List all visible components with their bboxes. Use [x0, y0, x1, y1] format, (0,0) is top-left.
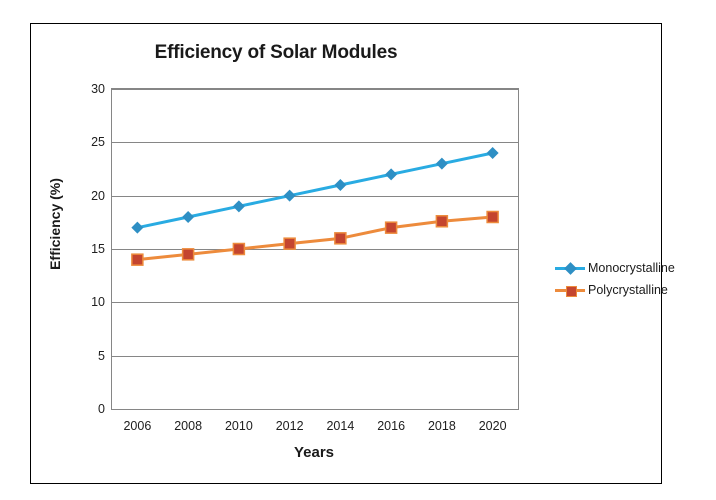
- data-point-marker: [486, 147, 499, 159]
- data-point-marker: [385, 168, 398, 181]
- chart-frame: Efficiency of Solar Modules Efficiency (…: [30, 23, 675, 484]
- data-point-marker: [181, 248, 195, 261]
- x-tick-label: 2020: [478, 419, 507, 433]
- data-point-marker: [131, 221, 144, 234]
- chart-legend: Monocrystalline Polycrystalline: [555, 257, 705, 301]
- data-point-marker: [182, 211, 195, 223]
- x-tick-label: 2016: [377, 419, 406, 433]
- data-point-marker: [334, 232, 347, 245]
- series-line: [135, 215, 495, 262]
- data-point-marker: [435, 215, 449, 228]
- x-axis-title: Years: [293, 444, 335, 461]
- series-line: [135, 151, 495, 230]
- legend-item[interactable]: Polycrystalline: [555, 279, 705, 301]
- legend-swatch: [555, 261, 585, 275]
- gridline: [112, 142, 518, 144]
- x-tick-label: 2006: [123, 419, 152, 433]
- x-tick-label: 2010: [224, 419, 253, 433]
- y-tick-label: 20: [91, 188, 105, 203]
- x-tick-label: 2014: [326, 419, 355, 433]
- data-point-marker: [384, 221, 398, 234]
- plot-area: 0 5 10 15 20 25 30 2006 2008 2010 2012 2014 2016 201…: [91, 82, 519, 433]
- legend-swatch: [555, 283, 585, 297]
- data-point-marker: [283, 237, 296, 250]
- data-point-marker: [283, 189, 296, 202]
- y-tick-label: 15: [91, 242, 105, 256]
- square-marker-icon: [565, 285, 577, 297]
- legend-item[interactable]: Monocrystalline: [555, 257, 705, 279]
- gridline: [112, 89, 518, 90]
- diamond-marker-icon: [563, 261, 577, 275]
- y-tick-label: 25: [91, 135, 105, 150]
- chart-title: Efficiency of Solar Modules: [154, 42, 398, 63]
- x-tick-label: 2018: [427, 419, 456, 433]
- gridline: [112, 249, 518, 250]
- y-tick-label: 5: [98, 348, 105, 363]
- legend-label: Monocrystalline: [588, 261, 675, 275]
- y-tick-label: 0: [98, 402, 105, 416]
- gridline: [112, 195, 518, 197]
- data-point-marker: [435, 157, 448, 170]
- y-tick-label: 10: [91, 295, 105, 310]
- y-tick-label: 30: [91, 82, 105, 96]
- x-tick-label: 2008: [174, 419, 203, 433]
- data-point-marker: [131, 253, 144, 266]
- data-point-marker: [334, 179, 347, 191]
- data-point-marker: [232, 200, 245, 213]
- x-tick-label: 2012: [275, 419, 304, 433]
- data-point-marker: [486, 210, 499, 224]
- gridline: [112, 302, 518, 304]
- gridline: [112, 355, 518, 357]
- y-axis-title: Efficiency (%): [47, 178, 63, 270]
- series-plot: [131, 147, 499, 266]
- data-point-marker: [232, 242, 246, 256]
- legend-label: Polycrystalline: [588, 283, 668, 297]
